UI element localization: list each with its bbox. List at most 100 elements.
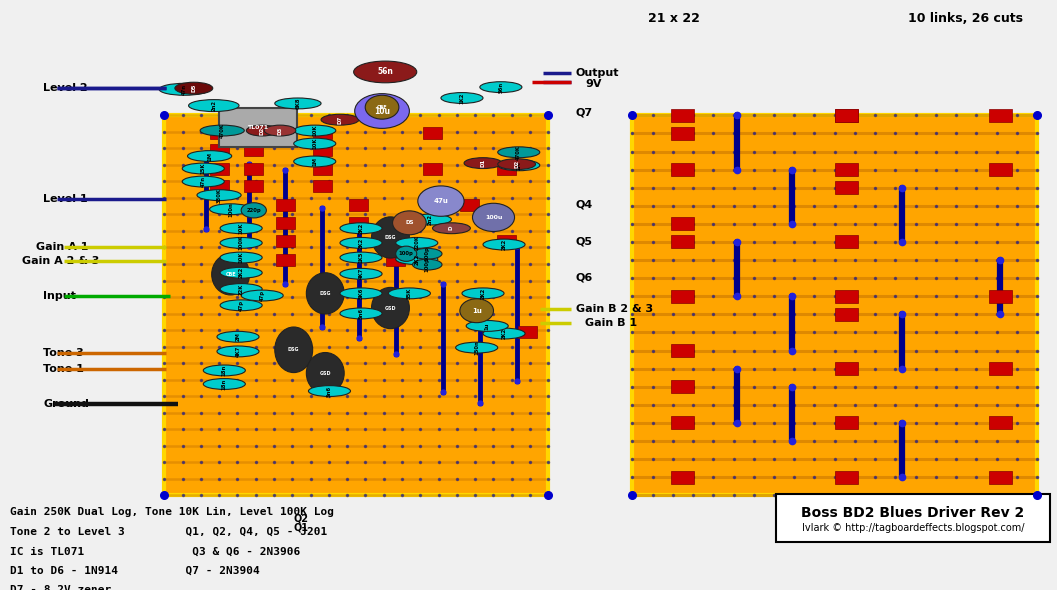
Ellipse shape <box>203 365 245 376</box>
Text: Tone 1: Tone 1 <box>43 365 85 374</box>
Bar <box>386 235 405 247</box>
Ellipse shape <box>432 223 470 234</box>
Bar <box>671 471 694 484</box>
Bar <box>835 163 858 176</box>
Text: 47p: 47p <box>239 300 244 311</box>
Text: DS: DS <box>405 220 413 225</box>
Bar <box>313 180 332 192</box>
Bar <box>988 362 1012 375</box>
Ellipse shape <box>366 95 398 119</box>
Text: 1K5: 1K5 <box>358 252 364 263</box>
Ellipse shape <box>418 186 464 217</box>
Text: 100K: 100K <box>239 235 244 250</box>
Text: Tone 2 to Level 3         Q1, Q2, Q4, Q5 - J201: Tone 2 to Level 3 Q1, Q2, Q4, Q5 - J201 <box>10 527 327 537</box>
Text: DSG: DSG <box>319 291 331 296</box>
Ellipse shape <box>197 190 241 201</box>
Bar <box>835 308 858 321</box>
Ellipse shape <box>307 273 345 314</box>
Bar <box>244 163 263 175</box>
Text: 22K: 22K <box>239 283 244 294</box>
Text: Input: Input <box>43 290 76 300</box>
Text: 2K2: 2K2 <box>481 288 485 299</box>
Bar <box>988 290 1012 303</box>
Ellipse shape <box>217 332 259 342</box>
Ellipse shape <box>412 259 442 270</box>
Ellipse shape <box>409 214 451 225</box>
Text: 330K: 330K <box>217 188 222 202</box>
Ellipse shape <box>340 223 382 234</box>
Text: 2K2: 2K2 <box>358 222 364 234</box>
Text: 35K: 35K <box>407 288 412 299</box>
Text: 4K7: 4K7 <box>236 346 241 357</box>
Text: 10K: 10K <box>239 252 244 263</box>
Ellipse shape <box>211 254 249 295</box>
Ellipse shape <box>412 248 442 259</box>
Text: CBE: CBE <box>225 272 236 277</box>
Bar <box>276 217 295 229</box>
Bar <box>835 109 858 122</box>
Text: 10K: 10K <box>312 125 317 136</box>
Ellipse shape <box>220 284 262 294</box>
Text: 47u: 47u <box>433 198 448 204</box>
Ellipse shape <box>203 379 245 389</box>
Text: 47n: 47n <box>201 176 206 187</box>
Text: 1M: 1M <box>312 157 317 166</box>
Ellipse shape <box>241 203 266 218</box>
Bar <box>835 471 858 484</box>
Text: 5n6: 5n6 <box>358 308 364 319</box>
Ellipse shape <box>340 268 382 279</box>
Text: Ground: Ground <box>43 399 90 409</box>
Ellipse shape <box>174 82 212 94</box>
Ellipse shape <box>209 204 252 215</box>
FancyBboxPatch shape <box>219 109 297 147</box>
Text: 18n: 18n <box>222 365 227 376</box>
Ellipse shape <box>340 252 382 263</box>
Ellipse shape <box>466 320 508 332</box>
Text: 10u: 10u <box>374 107 390 116</box>
Ellipse shape <box>354 61 416 83</box>
Text: CBE: CBE <box>376 104 387 110</box>
Bar <box>497 235 516 247</box>
Bar <box>165 116 549 495</box>
Text: 1K2: 1K2 <box>460 92 464 104</box>
Ellipse shape <box>220 223 262 234</box>
Ellipse shape <box>480 81 522 93</box>
Text: 10 links, 26 cuts: 10 links, 26 cuts <box>908 12 1023 25</box>
Text: 2K2: 2K2 <box>358 237 364 248</box>
Ellipse shape <box>182 176 224 187</box>
Text: TL071: TL071 <box>247 125 268 130</box>
Bar <box>350 217 369 229</box>
Ellipse shape <box>220 267 262 278</box>
Ellipse shape <box>220 237 262 248</box>
Ellipse shape <box>188 100 239 112</box>
Ellipse shape <box>395 246 416 261</box>
Ellipse shape <box>182 163 224 174</box>
Text: 100p: 100p <box>425 257 430 272</box>
Bar <box>835 181 858 194</box>
Ellipse shape <box>321 114 359 125</box>
Bar <box>671 417 694 430</box>
Ellipse shape <box>340 288 382 299</box>
Text: Q4: Q4 <box>575 200 593 210</box>
Text: Level 1: Level 1 <box>43 195 88 205</box>
Text: Q3: Q3 <box>211 274 226 284</box>
Text: Tone 3: Tone 3 <box>43 348 85 358</box>
Ellipse shape <box>483 239 525 250</box>
Text: IvIark © http://tagboardeffects.blogspot.com/: IvIark © http://tagboardeffects.blogspot… <box>802 523 1024 533</box>
Text: D: D <box>449 226 453 231</box>
Bar <box>988 163 1012 176</box>
Bar <box>386 254 405 266</box>
Text: Q7: Q7 <box>575 107 593 117</box>
Bar <box>244 127 263 139</box>
Text: D1: D1 <box>481 159 485 167</box>
Ellipse shape <box>392 211 426 235</box>
Ellipse shape <box>294 125 336 136</box>
Bar <box>518 326 537 339</box>
Bar <box>671 127 694 140</box>
Text: Q1: Q1 <box>294 523 309 533</box>
Text: D2: D2 <box>260 126 264 135</box>
Text: 1u: 1u <box>471 308 482 314</box>
Bar <box>244 180 263 192</box>
Text: 2K2: 2K2 <box>414 254 420 265</box>
Ellipse shape <box>462 288 504 299</box>
